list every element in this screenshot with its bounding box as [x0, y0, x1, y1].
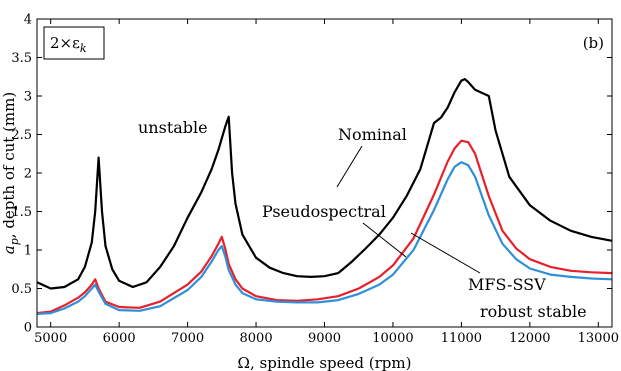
box-label-main: 2×ε: [50, 34, 80, 52]
leader-line-nominal: [336, 145, 363, 188]
region-label-robust-stable: robust stable: [480, 302, 587, 321]
y-axis-label-rest: , depth of cut (mm): [0, 92, 18, 238]
y-tick-label: 1: [24, 244, 32, 259]
x-axis-label: Ω, spindle speed (rpm): [238, 354, 412, 371]
x-tick-label: 9000: [308, 331, 341, 346]
curve-label-pseudospectral: Pseudospectral: [262, 202, 386, 221]
box-label-sub: k: [80, 42, 87, 55]
y-axis-label-main: a: [0, 245, 18, 254]
series-line-mfs-ssv: [36, 161, 613, 315]
y-tick-label: 0: [24, 321, 32, 336]
leader-line-pseudospectral: [362, 222, 407, 258]
y-tick-label: 2: [24, 167, 32, 182]
leader-line-mfs-ssv: [410, 232, 481, 274]
y-tick-label: 3.5: [11, 51, 32, 66]
panel-label: (b): [583, 34, 604, 52]
x-tick-label: 10000: [372, 331, 413, 346]
y-tick-label: 0.5: [11, 282, 32, 297]
box-label: 2×εk: [50, 34, 87, 55]
x-tick-label: 13000: [578, 331, 619, 346]
y-tick-label: 2.5: [11, 128, 32, 143]
box-label-frame: [43, 26, 105, 60]
x-tick-label: 7000: [171, 331, 204, 346]
region-label-unstable: unstable: [138, 118, 208, 137]
curve-label-nominal: Nominal: [338, 125, 407, 144]
series-layer: [36, 78, 613, 315]
x-tick-label: 5000: [34, 331, 67, 346]
x-tick-label: 11000: [441, 331, 482, 346]
series-line-pseudospectral: [36, 139, 613, 315]
y-tick-label: 1.5: [11, 205, 32, 220]
x-tick-label: 6000: [103, 331, 136, 346]
curve-label-mfs-ssv: MFS-SSV: [468, 275, 546, 294]
ticks-layer: 5000 6000 7000 8000 9000 10000 11000 12000 13000…: [11, 13, 619, 347]
x-tick-label: 12000: [509, 331, 550, 346]
y-tick-label: 4: [24, 13, 32, 28]
y-tick-label: 3: [24, 90, 32, 105]
series-line-nominal: [36, 78, 613, 290]
y-axis-label-sub: p: [8, 238, 21, 245]
y-axis-label: ap, depth of cut (mm): [0, 92, 21, 254]
x-tick-label: 8000: [240, 331, 273, 346]
